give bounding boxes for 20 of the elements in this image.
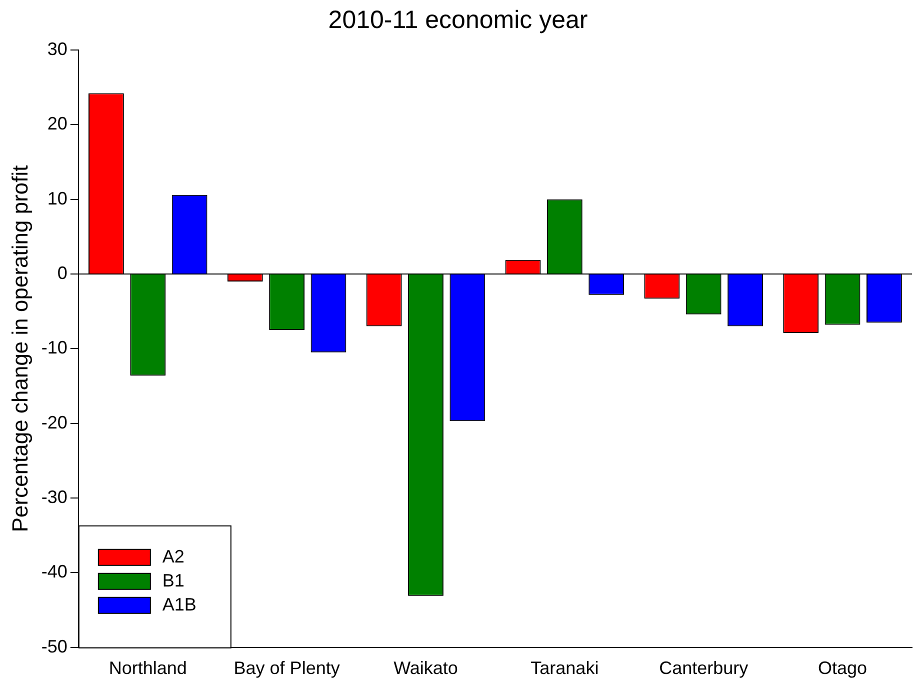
x-tick-label: Taranaki	[530, 658, 599, 678]
y-tick-label: -50	[41, 636, 68, 656]
x-tick-label: Canterbury	[659, 658, 748, 678]
x-tick-label: Waikato	[394, 658, 458, 678]
y-tick-label: -10	[41, 338, 68, 358]
y-tick-label: -20	[41, 412, 68, 432]
y-tick-label: -40	[41, 562, 68, 582]
x-tick-label: Otago	[818, 658, 868, 678]
legend-label: B1	[162, 570, 184, 590]
x-tick-label: Bay of Plenty	[234, 658, 340, 678]
y-tick-label: 30	[47, 38, 68, 59]
chart-title: 2010-11 economic year	[328, 6, 588, 34]
x-tick-label: Northland	[108, 658, 187, 678]
y-tick-label: 10	[47, 188, 68, 208]
legend-label: A2	[162, 546, 184, 566]
legend-label: A1B	[162, 594, 196, 614]
y-axis-title: Percentage change in operating profit	[7, 165, 32, 532]
y-tick-label: 0	[57, 262, 68, 283]
y-tick-label: 20	[47, 114, 68, 134]
y-tick-label: -30	[41, 487, 68, 508]
